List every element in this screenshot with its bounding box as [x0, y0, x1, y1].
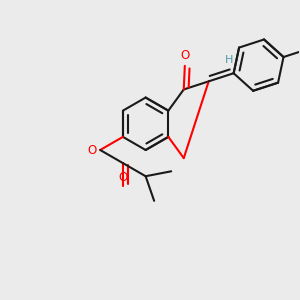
- Text: O: O: [88, 143, 97, 157]
- Text: H: H: [225, 55, 233, 64]
- Text: O: O: [118, 171, 128, 184]
- Text: O: O: [180, 50, 190, 62]
